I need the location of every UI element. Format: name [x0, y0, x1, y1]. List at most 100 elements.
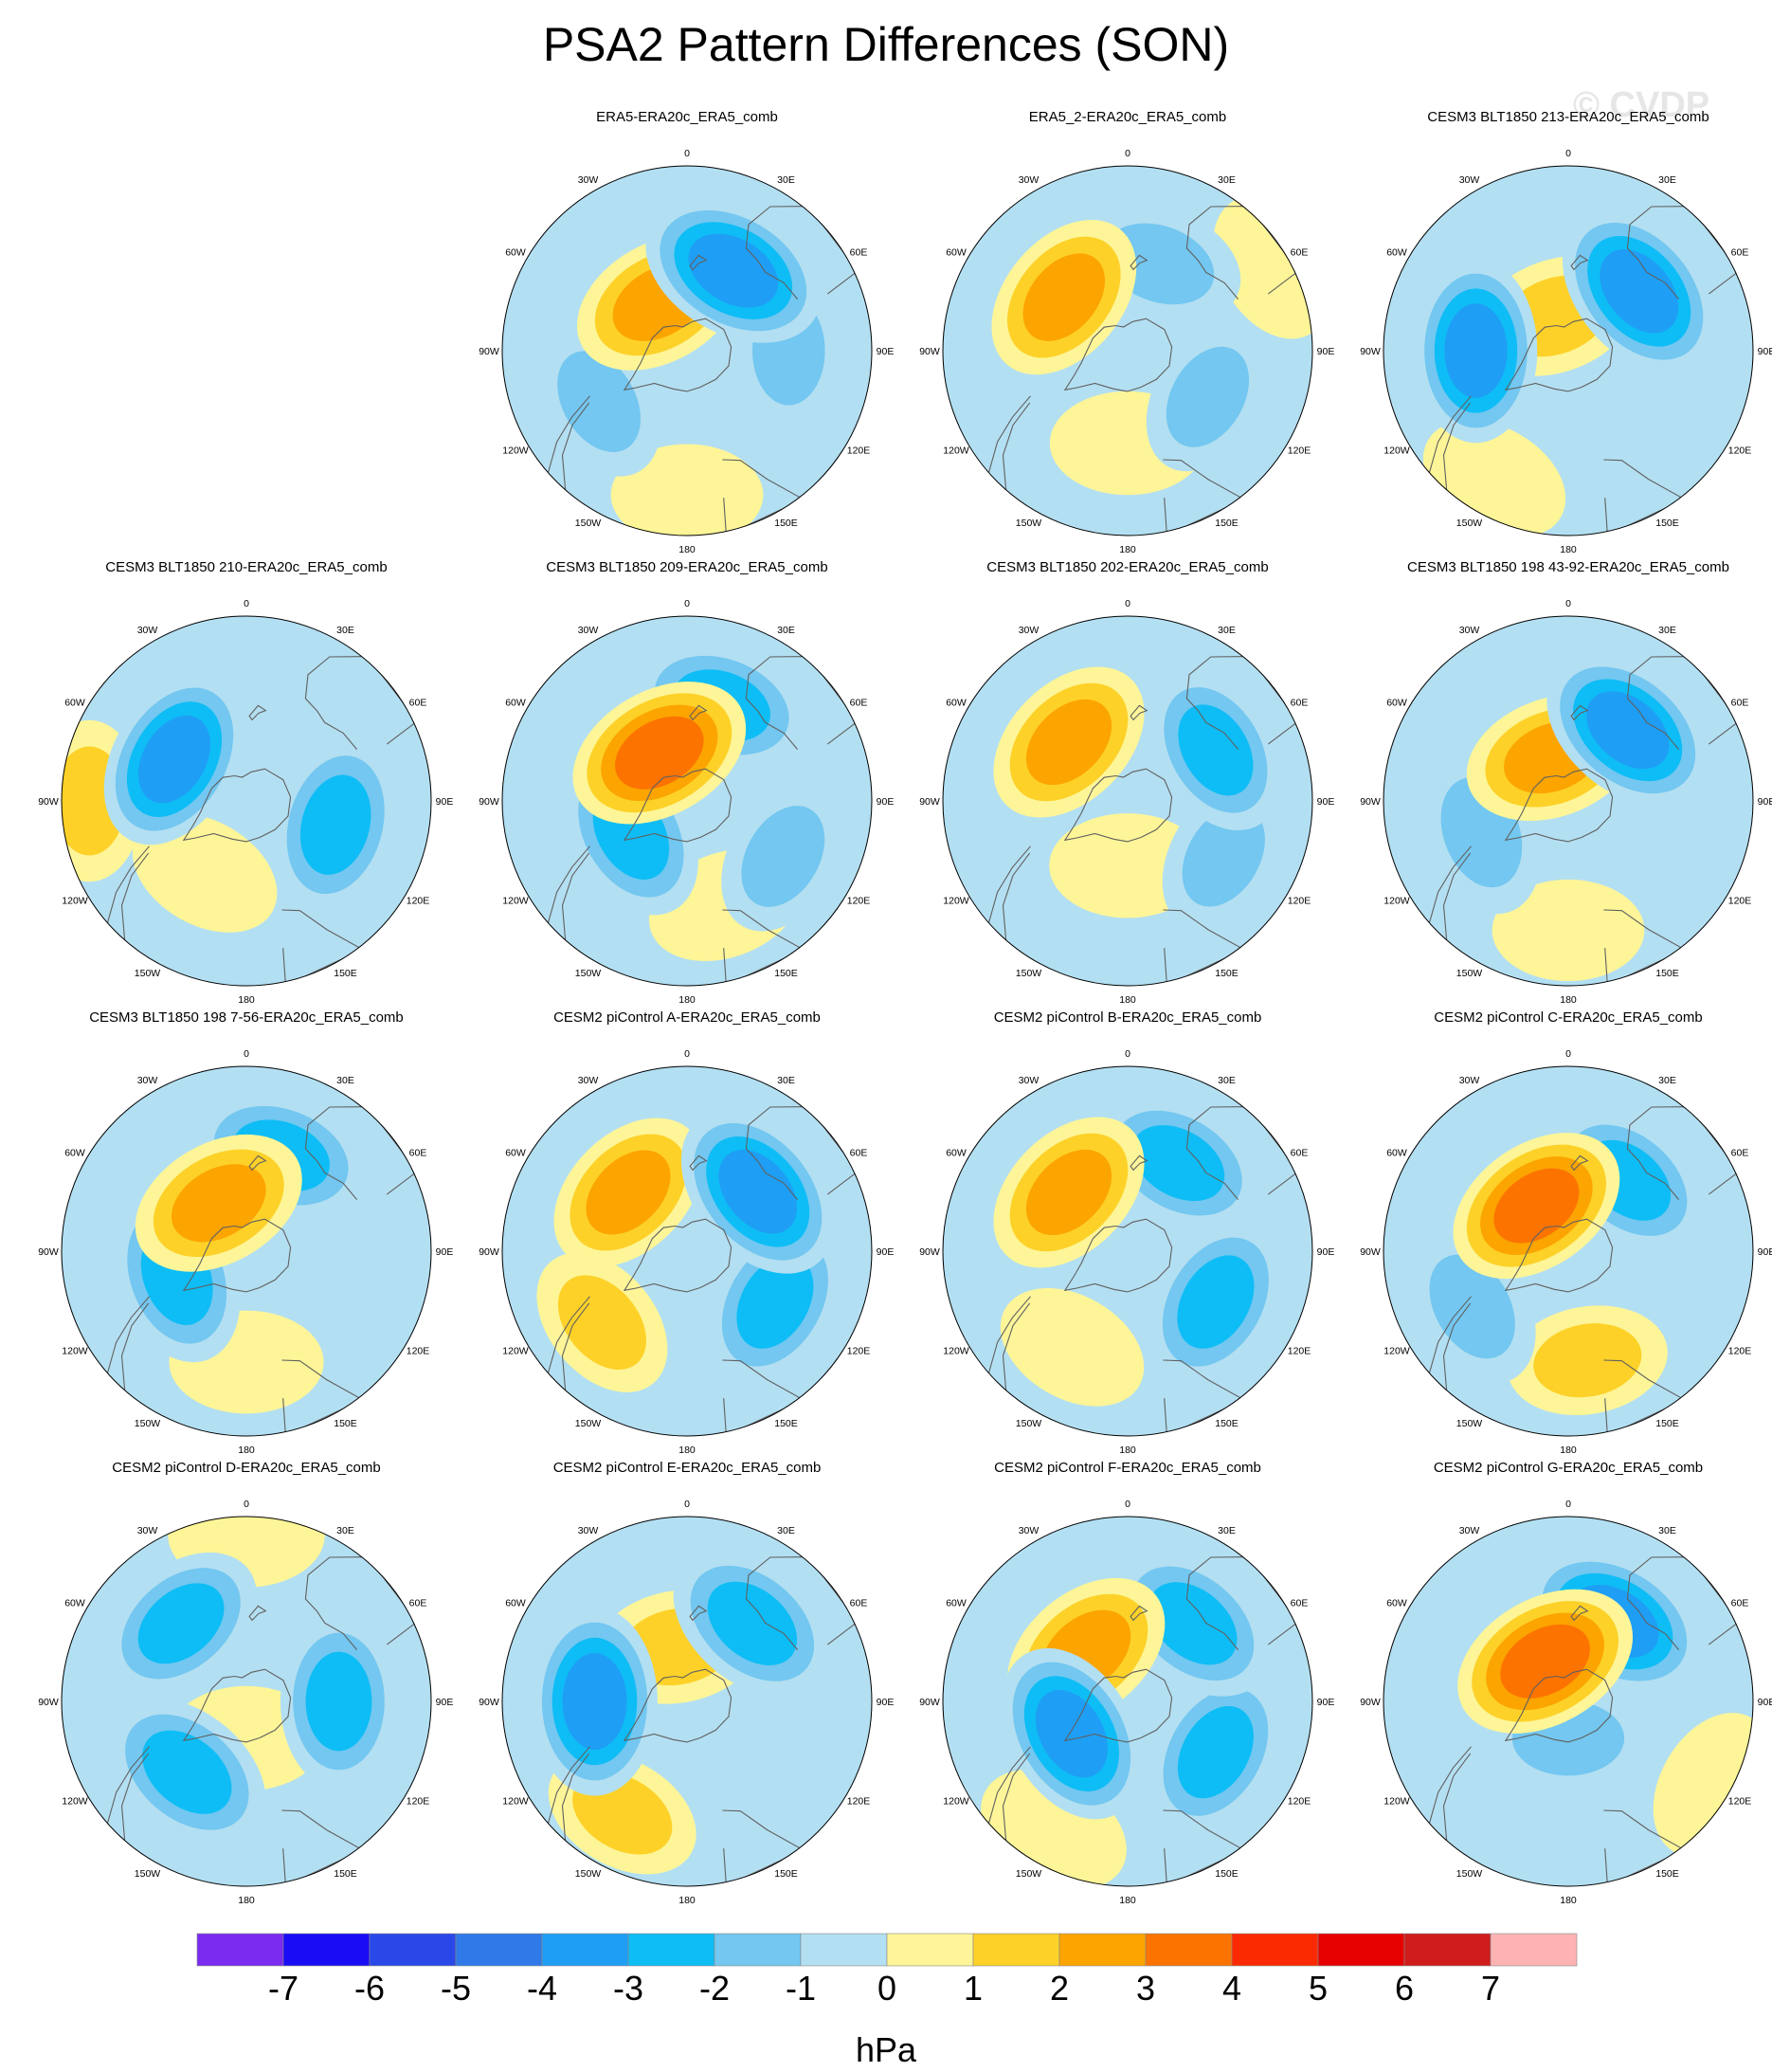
map-panel: CESM2 piControl D-ERA20c_ERA5_comb 0 30E 60… — [28, 1460, 464, 1906]
longitude-label: 150W — [1456, 1418, 1483, 1429]
antarctica-coastline — [623, 1668, 732, 1743]
longitude-label: 120W — [1383, 896, 1410, 907]
positive-anomaly-contour — [586, 1150, 671, 1235]
panel-title: CESM2 piControl A-ERA20c_ERA5_comb — [553, 1009, 821, 1026]
longitude-label: 30E — [1218, 625, 1236, 636]
longitude-label: 60E — [1731, 1148, 1749, 1159]
new-zealand-coastline — [1570, 704, 1589, 721]
longitude-label: 60W — [946, 1598, 967, 1609]
longitude-label: 120W — [943, 1346, 969, 1357]
positive-anomaly-contour — [132, 813, 278, 933]
africa-coastline — [1603, 459, 1686, 536]
longitude-label: 150W — [1016, 518, 1042, 529]
longitude-label: 150W — [575, 1868, 602, 1880]
longitude-label: 60W — [1386, 1148, 1407, 1159]
longitude-label: 60W — [505, 1598, 526, 1609]
map-panel: CESM3 BLT1850 202-ERA20c_ERA5_comb 0 30E 60… — [910, 559, 1346, 1006]
polar-map: 0 30E 60E 90E 120E 150E 180 150W 120W 90W 60W 30W — [38, 598, 453, 1006]
negative-anomaly-contour — [1166, 346, 1250, 447]
longitude-label: 60W — [64, 1598, 85, 1609]
map-boundary — [61, 1065, 432, 1437]
longitude-label: 150E — [1655, 1418, 1679, 1429]
longitude-label: 150E — [774, 1418, 798, 1429]
longitude-label: 90E — [1758, 796, 1772, 808]
positive-anomaly-contour — [1022, 253, 1106, 341]
longitude-label: 0 — [244, 598, 249, 609]
negative-anomaly-contour — [557, 351, 641, 452]
longitude-label: 150W — [575, 518, 602, 529]
longitude-label: 150W — [1016, 1418, 1042, 1429]
longitude-label: 60W — [946, 247, 967, 259]
longitude-label: 90E — [1758, 1246, 1772, 1258]
longitude-label: 0 — [684, 598, 690, 609]
longitude-label: 150E — [334, 968, 357, 979]
longitude-label: 60E — [850, 1598, 868, 1609]
polar-map: 0 30E 60E 90E 120E 150E 180 150W 120W 90W 60W 30W — [38, 1048, 454, 1456]
negative-anomaly-contour — [1600, 249, 1679, 334]
polar-map: 0 30E 60E 90E 120E 150E 180 150W 120W 90W 60W 30W — [919, 148, 1335, 555]
polar-map: 0 30E 60E 90E 120E 150E 180 150W 120W 90W 60W 30W — [38, 1499, 453, 1906]
negative-anomaly-contour — [707, 1581, 798, 1665]
longitude-label: 120W — [943, 1796, 969, 1808]
longitude-label: 60E — [1291, 698, 1309, 709]
positive-anomaly-contour — [1025, 1149, 1112, 1236]
negative-anomaly-contour — [305, 1651, 372, 1752]
australia-coastline — [1626, 1106, 1741, 1200]
longitude-label: 180 — [678, 994, 696, 1006]
longitude-label: 120W — [1383, 445, 1410, 457]
antarctica-coastline — [1504, 768, 1614, 843]
longitude-label: 180 — [678, 1445, 696, 1456]
map-panel: ERA5_2-ERA20c_ERA5_comb 0 30E 60E 90E 120E 150… — [910, 109, 1346, 555]
polar-map: 0 30E 60E 90E 120E 150E 180 150W 120W 90W 60W 30W — [479, 598, 894, 1006]
map-boundary — [61, 1516, 432, 1887]
longitude-label: 90E — [436, 1246, 454, 1258]
polar-map: 0 30E 60E 90E 120E 150E 180 150W 120W 90W 60W 30W — [919, 1048, 1334, 1456]
longitude-label: 90W — [1360, 346, 1381, 357]
longitude-label: 120E — [407, 1796, 430, 1808]
polar-map: 0 30E 60E 90E 120E 150E 180 150W 120W 90W 60W 30W — [479, 1048, 895, 1456]
longitude-label: 60W — [505, 698, 526, 709]
longitude-label: 120E — [847, 896, 871, 907]
longitude-label: 60E — [850, 1148, 868, 1159]
longitude-label: 0 — [1125, 148, 1130, 159]
map-panel: CESM2 piControl B-ERA20c_ERA5_comb 0 30E 60… — [910, 1009, 1346, 1456]
map-boundary — [942, 615, 1313, 987]
new-zealand-coastline — [1570, 1605, 1589, 1622]
panel-title: CESM3 BLT1850 198 7-56-ERA20c_ERA5_comb — [89, 1009, 404, 1026]
longitude-label: 90E — [1317, 346, 1335, 357]
positive-anomaly-contour — [1533, 1323, 1642, 1398]
africa-coastline — [281, 1359, 364, 1436]
longitude-label: 150W — [575, 968, 602, 979]
longitude-label: 120E — [1728, 445, 1752, 457]
africa-coastline — [1603, 1359, 1686, 1436]
longitude-label: 0 — [1565, 148, 1571, 159]
new-zealand-coastline — [689, 704, 708, 721]
longitude-label: 90E — [1758, 1697, 1772, 1708]
longitude-label: 120W — [1383, 1796, 1410, 1808]
longitude-label: 30W — [578, 625, 599, 636]
panel-title: CESM2 piControl E-ERA20c_ERA5_comb — [552, 1460, 822, 1476]
longitude-label: 90E — [877, 1246, 895, 1258]
panel-title: ERA5_2-ERA20c_ERA5_comb — [1028, 109, 1227, 125]
longitude-label: 30E — [777, 174, 795, 186]
longitude-label: 150E — [334, 1418, 357, 1429]
longitude-label: 90W — [919, 1246, 940, 1258]
longitude-label: 180 — [1560, 544, 1577, 555]
map-panel: CESM3 BLT1850 209-ERA20c_ERA5_comb 0 30E 60… — [469, 559, 905, 1006]
longitude-label: 120E — [1288, 896, 1311, 907]
longitude-label: 30E — [336, 1525, 354, 1536]
antarctica-coastline — [1504, 1668, 1614, 1743]
map-background — [943, 1066, 1312, 1436]
map-panel: CESM2 piControl C-ERA20c_ERA5_comb 0 30E 60… — [1350, 1009, 1772, 1456]
longitude-label: 150E — [774, 968, 798, 979]
negative-anomaly-contour — [1035, 1689, 1108, 1778]
africa-coastline — [281, 1809, 364, 1886]
longitude-label: 30W — [1019, 625, 1040, 636]
polar-map: 0 30E 60E 90E 120E 150E 180 150W 120W 90W 60W 30W — [1360, 148, 1772, 555]
longitude-label: 150W — [135, 1418, 161, 1429]
longitude-label: 60W — [1386, 1598, 1407, 1609]
longitude-label: 90W — [479, 796, 499, 808]
negative-anomaly-contour — [1177, 1255, 1255, 1349]
longitude-label: 0 — [244, 1499, 249, 1510]
